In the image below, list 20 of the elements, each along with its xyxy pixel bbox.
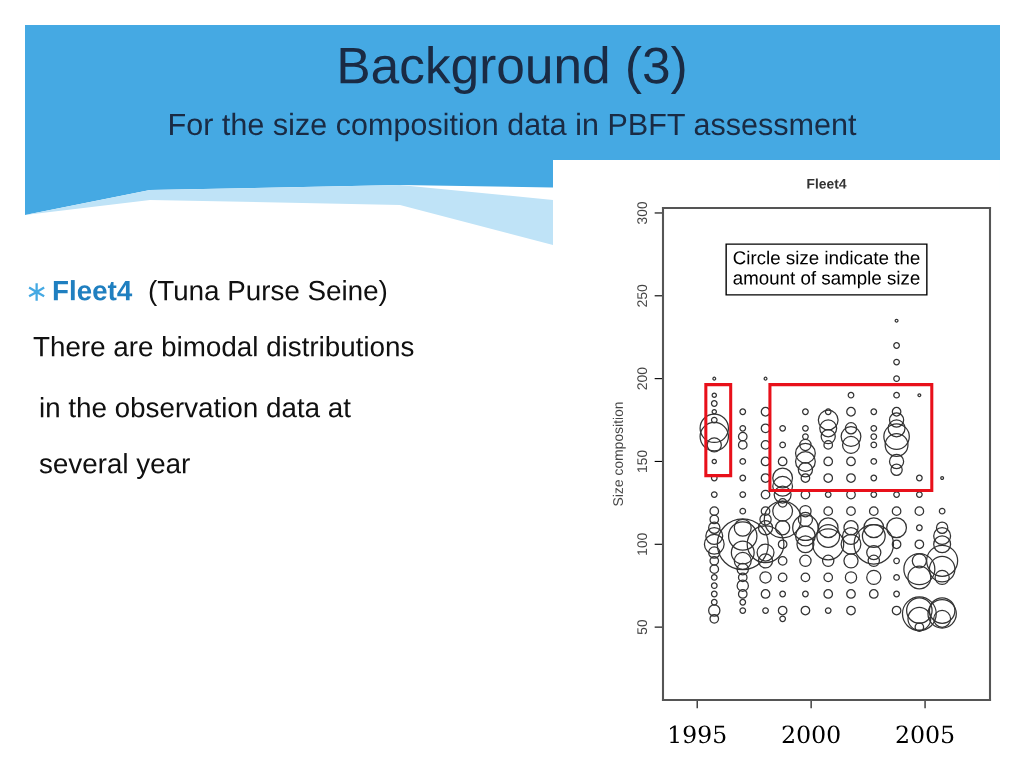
chart-title: Background (3): [340, 46, 685, 94]
annotation: Circle size indicate the amount of sample size: [733, 250, 920, 289]
text: (Tuna Purse Seine): [149, 280, 387, 306]
y-tick-label: 150: [637, 450, 648, 472]
y-tick-label: 100: [637, 533, 648, 555]
text: Fleet4: [807, 178, 847, 189]
x-tick-label: 2000: [782, 725, 840, 744]
y-tick-label: 250: [637, 284, 648, 307]
text: several year: [39, 453, 190, 479]
text: There are bimodal distributions: [33, 336, 414, 357]
x-tick-label: 2005: [896, 725, 954, 744]
y-tick-label: 50: [637, 619, 648, 635]
y-tick-label: 300: [637, 201, 648, 225]
y-axis-title: Size composition: [612, 402, 626, 506]
text: in the observation data at: [40, 397, 351, 418]
chart-subtitle: For the size composition data in PBFT assessment: [170, 112, 857, 142]
text: Fleet4: [53, 280, 133, 301]
x-tick-label: 1995: [670, 725, 726, 744]
text: ∗: [28, 283, 45, 301]
y-tick-label: 200: [637, 367, 648, 390]
